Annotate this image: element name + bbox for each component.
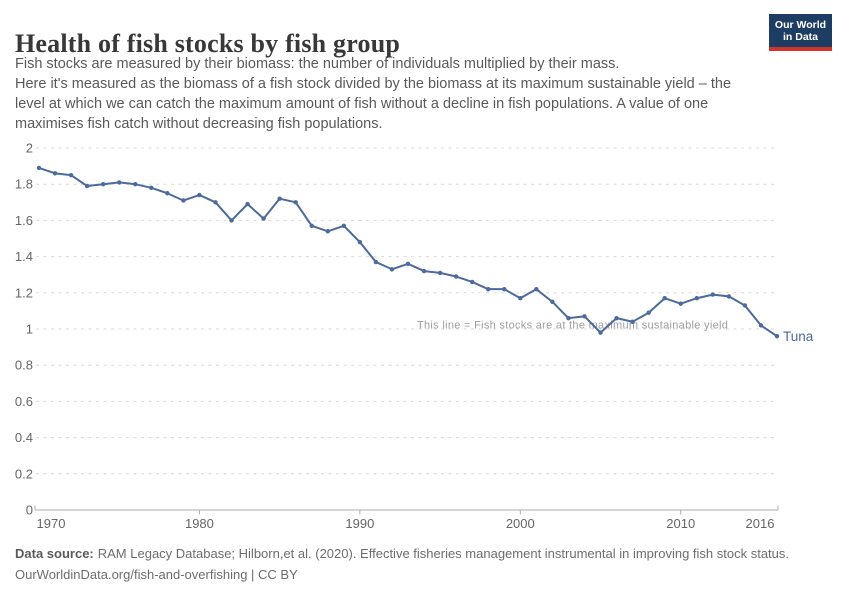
data-point bbox=[36, 165, 42, 171]
data-source-text: RAM Legacy Database; Hilborn,et al. (202… bbox=[97, 546, 789, 561]
data-point bbox=[598, 330, 603, 335]
chart-title: Health of fish stocks by fish group bbox=[15, 29, 401, 59]
data-point bbox=[52, 171, 58, 176]
data-point bbox=[774, 334, 780, 339]
data-point bbox=[229, 218, 234, 223]
data-point bbox=[534, 286, 539, 292]
y-axis-tick-label: 0.6 bbox=[15, 394, 33, 409]
subtitle-line: level at which we can catch the maximum … bbox=[15, 96, 709, 112]
data-point bbox=[486, 286, 491, 292]
x-axis-tick-label: 1980 bbox=[185, 516, 214, 531]
data-source-line: Data source: RAM Legacy Database; Hilborn… bbox=[15, 546, 789, 561]
data-point bbox=[614, 315, 619, 321]
owid-logo: Our World in Data bbox=[769, 14, 832, 51]
y-axis-tick-label: 1.2 bbox=[15, 285, 33, 300]
data-point bbox=[277, 196, 282, 201]
owid-logo-line1: Our World bbox=[774, 18, 827, 31]
data-point bbox=[758, 323, 764, 328]
x-axis-tick-label: 2010 bbox=[666, 516, 695, 531]
y-axis-tick-label: 0.2 bbox=[15, 466, 33, 481]
data-point bbox=[357, 239, 363, 245]
data-point bbox=[726, 294, 732, 299]
data-point bbox=[453, 274, 459, 279]
msy-annotation: This line = Fish stocks are at the maxim… bbox=[417, 320, 728, 332]
data-point bbox=[149, 185, 154, 191]
data-point bbox=[68, 172, 74, 178]
x-axis-tick-label: 2016 bbox=[746, 516, 775, 531]
data-point bbox=[389, 267, 395, 272]
data-point bbox=[630, 319, 635, 324]
subtitle-line: maximises fish catch without decreasing … bbox=[15, 116, 383, 132]
tuna-series bbox=[36, 165, 780, 339]
y-axis-tick-label: 2 bbox=[26, 141, 33, 156]
chart-subtitle: Fish stocks are measured by their biomas… bbox=[15, 54, 795, 134]
data-point bbox=[133, 182, 138, 187]
data-point bbox=[373, 259, 379, 265]
data-point bbox=[662, 296, 667, 301]
data-point bbox=[469, 279, 475, 285]
data-point bbox=[502, 286, 507, 292]
y-axis-tick-label: 1.4 bbox=[15, 249, 33, 264]
y-axis-tick-label: 0.8 bbox=[15, 358, 33, 373]
y-axis-tick-label: 0.4 bbox=[15, 430, 33, 445]
data-point bbox=[245, 201, 250, 207]
data-point bbox=[566, 315, 571, 321]
data-point bbox=[309, 223, 314, 229]
tuna-line bbox=[38, 166, 778, 338]
data-point bbox=[421, 268, 427, 274]
data-point bbox=[197, 192, 202, 198]
data-point bbox=[582, 314, 587, 319]
data-point bbox=[117, 180, 122, 185]
y-axis-tick-label: 1.6 bbox=[15, 213, 33, 228]
data-point bbox=[518, 296, 523, 301]
x-axis-tick-label: 2000 bbox=[506, 516, 535, 531]
data-point bbox=[181, 198, 186, 203]
x-axis: 1970 1980 1990 2000 2010 2016 bbox=[34, 505, 779, 531]
y-axis-tick-label: 0 bbox=[26, 503, 33, 518]
subtitle-line: Fish stocks are measured by their biomas… bbox=[15, 56, 620, 72]
gridlines-layer: 0 0.2 0.4 0.6 0.8 1 1.2 1.4 1.6 1.8 2 bbox=[15, 141, 778, 518]
data-point bbox=[261, 216, 266, 221]
data-point bbox=[694, 296, 699, 301]
owid-logo-line2: in Data bbox=[782, 30, 818, 43]
subtitle-line: Here it's measured as the biomass of a f… bbox=[15, 76, 732, 92]
data-source-label: Data source: bbox=[15, 546, 94, 561]
x-axis-tick-label: 1990 bbox=[345, 516, 374, 531]
data-point bbox=[84, 183, 90, 189]
y-axis-tick-label: 1.8 bbox=[15, 177, 33, 192]
data-point bbox=[678, 301, 683, 306]
data-point bbox=[742, 303, 748, 308]
data-point bbox=[405, 261, 411, 267]
data-point bbox=[550, 299, 555, 305]
data-point bbox=[165, 191, 170, 196]
series-label-tuna: Tuna bbox=[783, 329, 814, 344]
x-axis-tick-label: 1970 bbox=[37, 516, 66, 531]
license-line: OurWorldinData.org/fish-and-overfishing … bbox=[15, 567, 298, 582]
data-point bbox=[437, 270, 443, 276]
data-point bbox=[100, 182, 106, 187]
data-point bbox=[213, 200, 218, 205]
data-point bbox=[325, 229, 330, 234]
y-axis-tick-label: 1 bbox=[26, 322, 33, 337]
data-point bbox=[646, 310, 651, 315]
data-point bbox=[710, 292, 716, 297]
data-point bbox=[341, 223, 347, 229]
data-point bbox=[293, 200, 298, 205]
